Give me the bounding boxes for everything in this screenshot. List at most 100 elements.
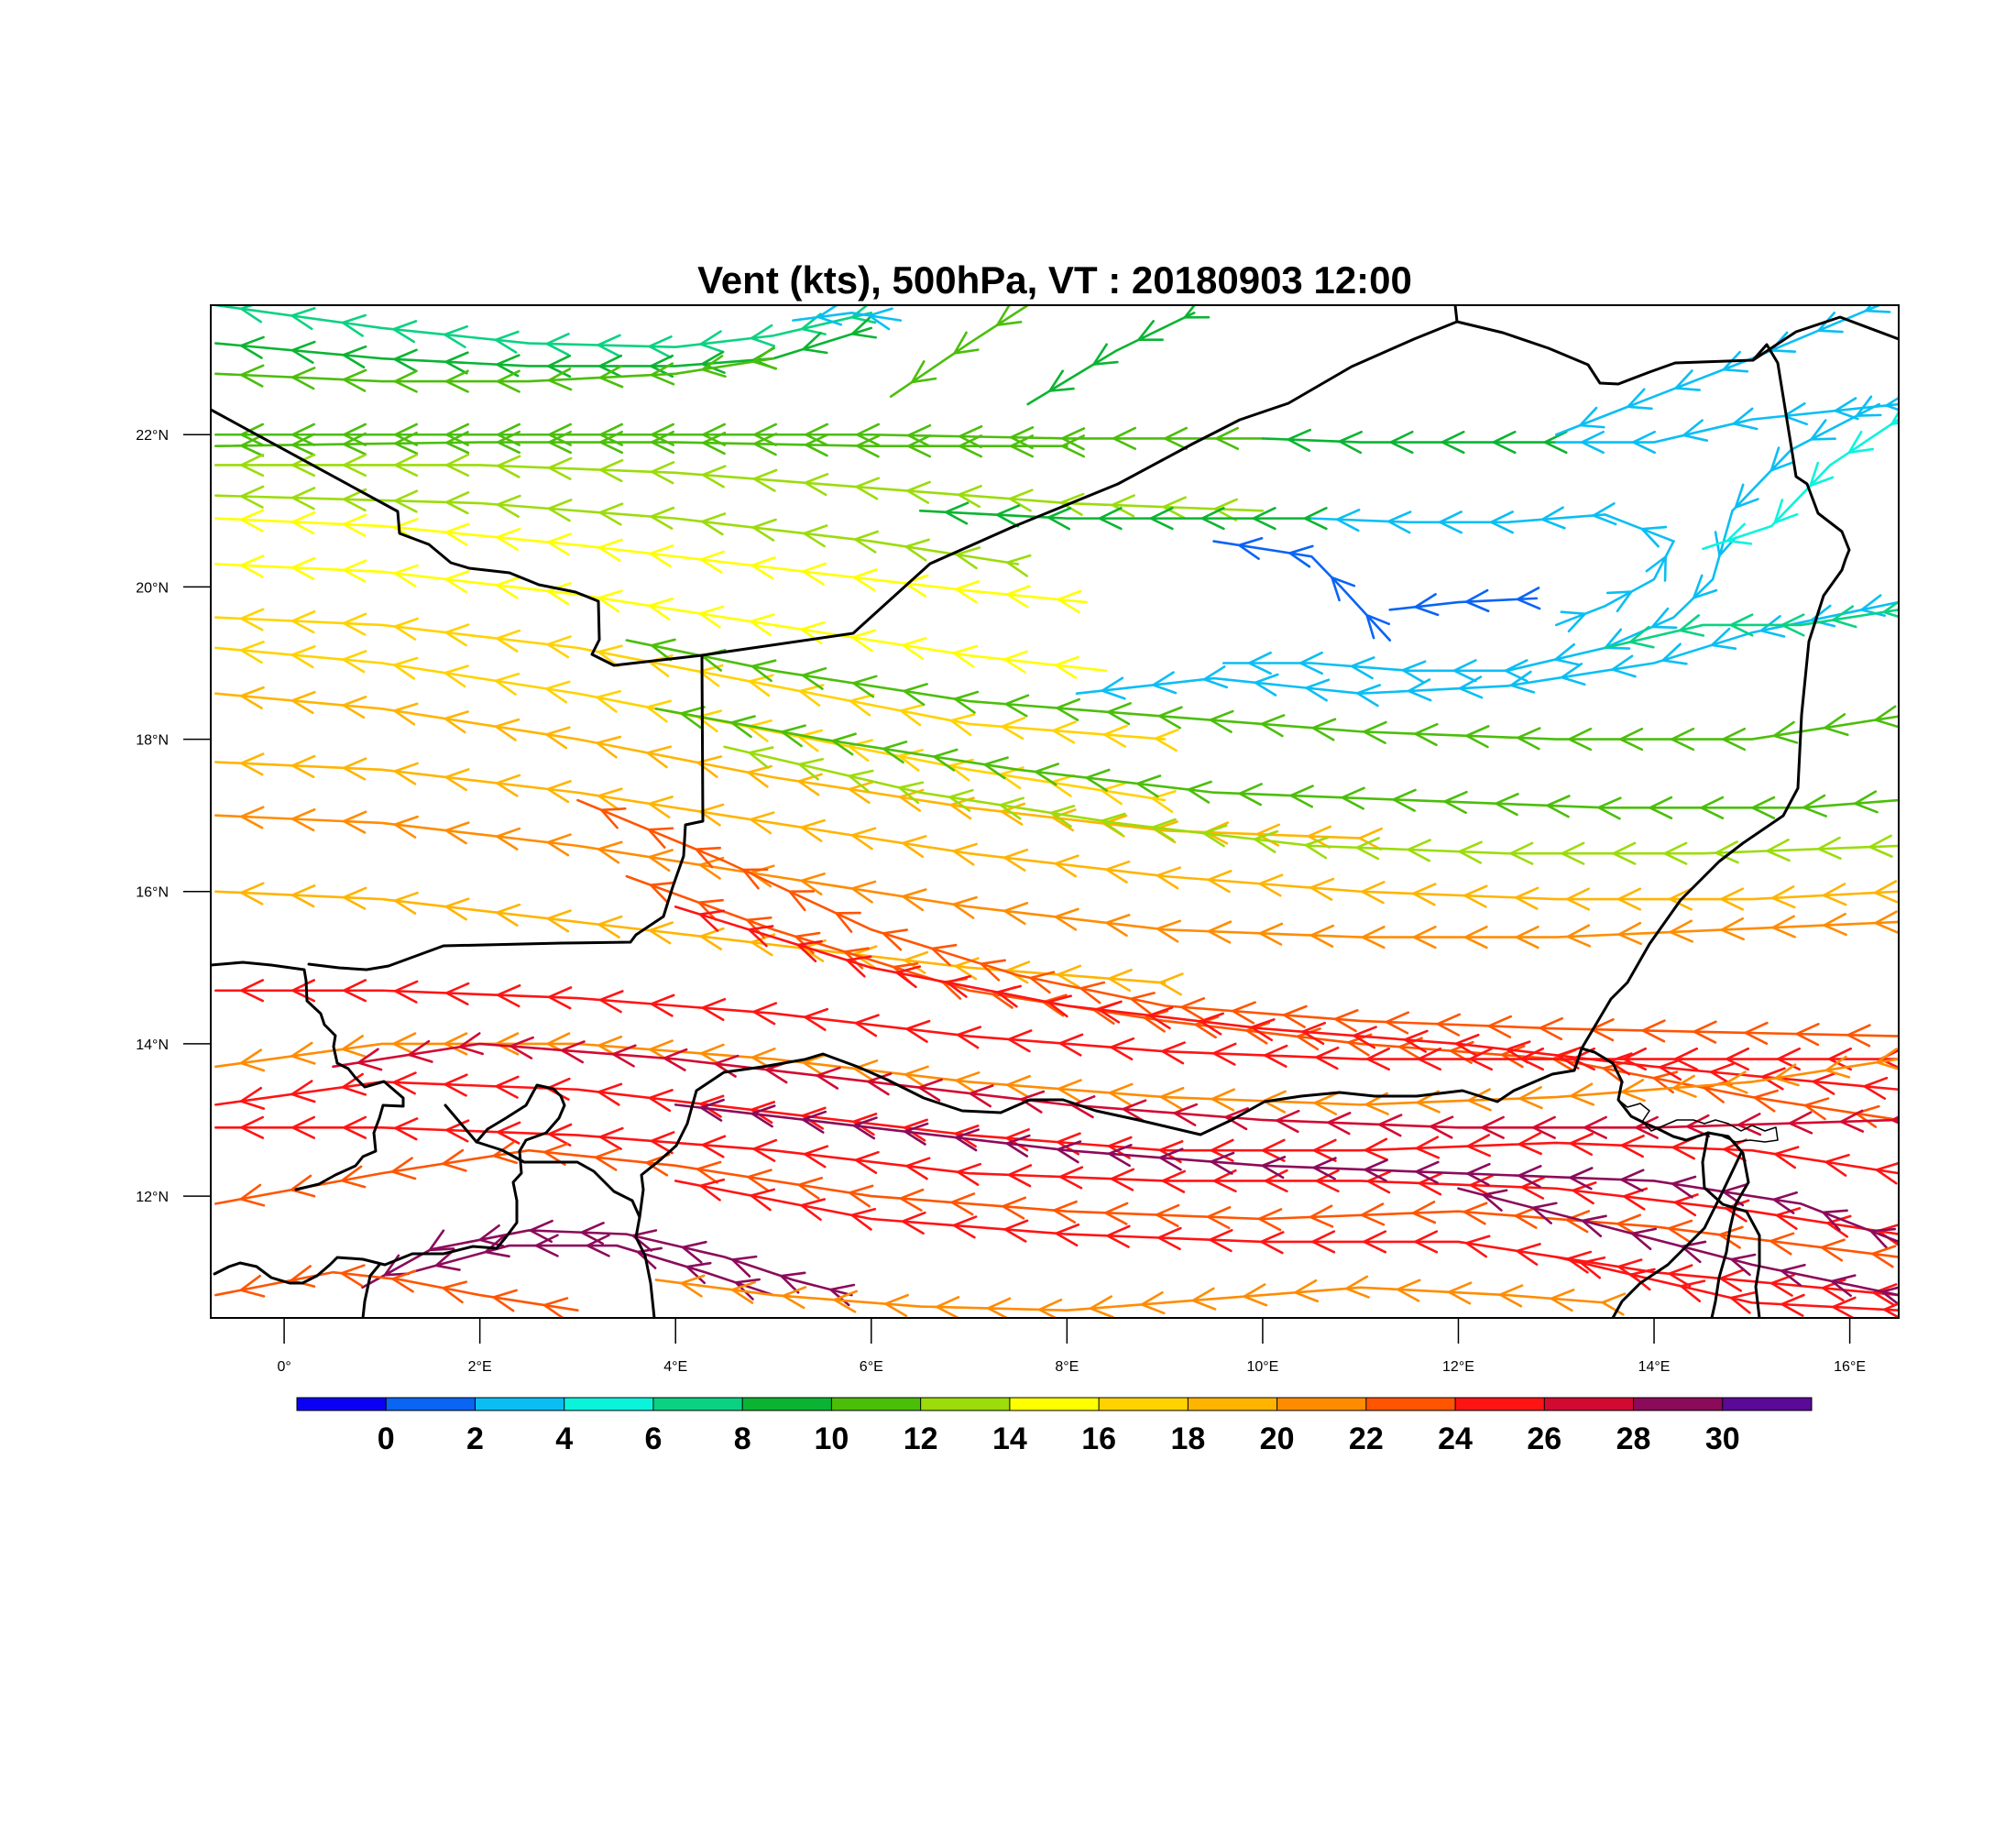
colorbar-swatch: [475, 1398, 565, 1410]
wind-arrowhead: [749, 1104, 776, 1128]
wind-arrowhead: [1570, 1181, 1597, 1205]
wind-arrowhead: [746, 925, 774, 948]
border-mali-south: [211, 960, 405, 1191]
wind-arrowhead: [392, 564, 419, 587]
wind-arrowhead: [646, 1089, 674, 1113]
wind-arrowhead: [699, 1135, 727, 1158]
wind-arrowhead: [798, 818, 826, 842]
streamline-path: [214, 305, 873, 348]
wind-arrowhead: [897, 1188, 925, 1212]
wind-arrowhead: [1105, 702, 1132, 726]
wind-arrowhead: [847, 769, 874, 793]
streamline-path: [1702, 418, 1899, 551]
wind-arrowhead: [1274, 1109, 1300, 1134]
wind-arrowhead: [1567, 1167, 1594, 1191]
wind-arrowhead: [1150, 818, 1177, 841]
wind-arrowhead: [290, 1115, 316, 1139]
wind-arrowhead: [1241, 1283, 1268, 1307]
wind-arrowhead: [748, 811, 775, 835]
wind-arrowhead: [494, 903, 521, 927]
wind-arrowhead: [648, 362, 675, 386]
streamline: [1026, 305, 1211, 406]
wind-arrowhead: [902, 950, 929, 974]
wind-arrowhead: [389, 1157, 417, 1180]
wind-arrowhead: [443, 522, 470, 546]
wind-arrowhead: [695, 755, 722, 778]
wind-arrowhead: [597, 1126, 624, 1150]
wind-arrowhead: [1874, 1048, 1899, 1070]
wind-arrowhead: [952, 331, 980, 356]
wind-arrowhead: [1845, 1024, 1871, 1048]
wind-arrowhead: [527, 1219, 553, 1244]
streamline: [214, 1264, 579, 1318]
wind-arrowhead: [341, 423, 367, 446]
wind-arrowhead: [390, 1071, 417, 1095]
wind-arrowhead: [1621, 1047, 1647, 1071]
wind-arrowhead: [749, 659, 777, 683]
wind-arrowhead: [849, 827, 877, 851]
wind-arrowhead: [392, 762, 419, 785]
wind-arrowhead: [1769, 446, 1795, 473]
wind-arrowhead: [1156, 1226, 1182, 1251]
wind-arrowhead: [444, 453, 470, 477]
colorbar-label: 6: [644, 1421, 662, 1456]
wind-arrowhead: [1464, 1162, 1491, 1187]
wind-arrowhead: [697, 1094, 725, 1118]
wind-arrowhead: [850, 675, 878, 698]
wind-arrowhead: [1758, 615, 1786, 638]
wind-arrowhead: [1410, 925, 1437, 949]
wind-arrowhead: [954, 546, 981, 570]
wind-arrowhead: [1823, 1055, 1851, 1079]
wind-arrowhead: [1872, 705, 1899, 729]
lon-tick-label: 10°E: [1246, 1359, 1278, 1375]
wind-arrowhead: [904, 480, 931, 504]
wind-arrowhead: [392, 453, 419, 477]
wind-arrowhead: [729, 715, 756, 739]
wind-arrowhead: [780, 1286, 807, 1310]
wind-arrowhead: [1872, 880, 1899, 904]
wind-arrowhead: [341, 559, 367, 583]
wind-arrowhead: [795, 729, 823, 752]
wind-arrowhead: [981, 756, 1009, 780]
streamline: [214, 1141, 1899, 1268]
streamline-path: [889, 305, 1029, 398]
wind-arrowhead: [729, 1255, 758, 1278]
wind-arrowhead: [800, 562, 827, 586]
wind-arrowhead: [1493, 793, 1519, 817]
wind-arrowhead: [1285, 428, 1312, 452]
wind-arrowhead: [1383, 1011, 1410, 1035]
wind-arrowhead: [1154, 1203, 1180, 1228]
border-nigeria-cameroon: [1580, 1047, 1750, 1318]
wind-arrowhead: [698, 550, 726, 574]
wind-arrowhead: [389, 1269, 417, 1293]
wind-arrowhead: [1649, 607, 1678, 630]
wind-arrowhead: [699, 512, 727, 536]
streamline: [214, 752, 1899, 911]
wind-arrowhead: [494, 527, 521, 551]
wind-arrowhead: [1036, 1298, 1063, 1318]
wind-arrowhead: [533, 1234, 559, 1257]
wind-arrowhead: [1672, 1047, 1698, 1071]
wind-arrowhead: [1802, 1097, 1830, 1121]
wind-arrowhead: [1830, 1296, 1857, 1318]
wind-arrowhead: [697, 856, 725, 880]
wind-arrowhead: [1353, 837, 1380, 861]
wind-arrowhead: [390, 1032, 417, 1056]
wind-arrowhead: [1829, 1274, 1857, 1298]
wind-arrowhead: [598, 807, 627, 829]
wind-arrowhead: [1332, 1009, 1359, 1033]
wind-arrowhead: [238, 882, 265, 906]
lat-tick-label: 18°N: [136, 733, 169, 749]
wind-arrowhead: [1343, 1275, 1370, 1299]
wind-arrowhead: [1563, 1210, 1591, 1234]
wind-arrowhead: [746, 746, 774, 769]
wind-arrowhead: [698, 1098, 725, 1122]
lon-tick-label: 12°E: [1442, 1359, 1474, 1375]
wind-arrowhead: [546, 986, 573, 1010]
wind-arrowhead: [1570, 1047, 1595, 1071]
wind-arrowhead: [1708, 1062, 1735, 1086]
wind-arrowhead: [392, 431, 419, 456]
wind-arrowhead: [648, 354, 674, 379]
wind-arrowhead: [1821, 912, 1847, 937]
wind-arrowhead: [289, 1080, 316, 1103]
